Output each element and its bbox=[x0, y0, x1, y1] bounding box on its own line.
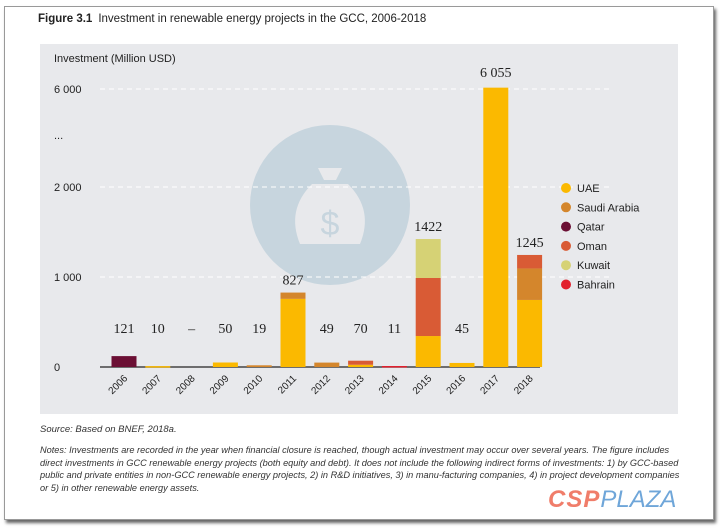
x-tick-label: 2012 bbox=[309, 373, 333, 397]
x-tick-label: 2016 bbox=[445, 373, 469, 397]
y-tick-label: 1 000 bbox=[54, 272, 82, 284]
legend-swatch bbox=[561, 202, 571, 213]
data-label: 1422 bbox=[414, 220, 442, 235]
y-tick-label: 6 000 bbox=[54, 84, 82, 96]
data-label: 827 bbox=[283, 274, 304, 289]
legend-label: Qatar bbox=[577, 222, 605, 234]
legend-label: Saudi Arabia bbox=[577, 202, 640, 214]
x-tick-label: 2008 bbox=[174, 373, 198, 397]
data-label: 19 bbox=[252, 322, 266, 337]
legend-swatch bbox=[561, 279, 571, 290]
data-label: – bbox=[187, 322, 196, 337]
bar-segment-saudi-arabia-2018 bbox=[517, 268, 543, 300]
y-tick-label: 2 000 bbox=[54, 182, 82, 194]
bar-segment-uae-2016 bbox=[449, 362, 475, 367]
y-axis-label: Investment (Million USD) bbox=[54, 53, 176, 65]
bar-segment-uae-2009 bbox=[212, 362, 238, 367]
figure-title: Figure 3.1 Investment in renewable energy… bbox=[38, 13, 426, 25]
x-tick-label: 2013 bbox=[343, 373, 367, 397]
data-label: 1245 bbox=[516, 236, 544, 251]
data-label: 10 bbox=[151, 322, 165, 337]
y-tick-label: ... bbox=[54, 130, 63, 142]
data-label: 121 bbox=[114, 322, 135, 337]
x-tick-label: 2014 bbox=[377, 373, 401, 397]
data-label: 49 bbox=[320, 322, 334, 337]
figure-title-text: Investment in renewable energy projects … bbox=[98, 13, 427, 25]
data-label: 11 bbox=[388, 322, 401, 337]
legend-label: Bahrain bbox=[577, 280, 615, 292]
bar-segment-uae-2013 bbox=[348, 364, 374, 367]
x-tick-label: 2015 bbox=[411, 373, 435, 397]
legend-label: Kuwait bbox=[577, 260, 610, 272]
x-tick-label: 2006 bbox=[107, 373, 131, 397]
legend-swatch bbox=[561, 221, 571, 232]
bar-segment-uae-2015 bbox=[415, 336, 441, 367]
svg-text:$: $ bbox=[321, 205, 340, 243]
x-tick-label: 2010 bbox=[242, 373, 266, 397]
bar-segment-oman-2013 bbox=[348, 360, 374, 365]
bar-segment-saudi-arabia-2012 bbox=[314, 362, 340, 367]
bar-segment-qatar-2006 bbox=[111, 356, 137, 367]
x-tick-label: 2007 bbox=[140, 373, 164, 397]
bar-segment-bahrain-2014 bbox=[381, 366, 407, 368]
x-tick-label: 2017 bbox=[478, 373, 502, 397]
bar-segment-oman-2015 bbox=[415, 277, 441, 337]
source-text: Source: Based on BNEF, 2018a. bbox=[40, 424, 177, 435]
bar-segment-uae-2018 bbox=[517, 299, 543, 367]
bar-segment-oman-2018 bbox=[517, 254, 543, 269]
x-tick-label: 2018 bbox=[512, 373, 536, 397]
money-bag-watermark: $ bbox=[250, 125, 410, 285]
bar-segment-uae-2007 bbox=[145, 366, 171, 368]
legend-swatch bbox=[561, 183, 571, 193]
legend-swatch bbox=[561, 260, 571, 271]
data-label: 6 055 bbox=[480, 66, 512, 81]
notes-text: Notes: Investments are recorded in the y… bbox=[40, 445, 680, 493]
legend-label: UAE bbox=[577, 183, 600, 195]
bar-segment-kuwait-2015 bbox=[415, 239, 441, 278]
figure-label: Figure 3.1 bbox=[38, 13, 93, 25]
csp-plaza-logo: CSPPLAZA bbox=[548, 486, 677, 513]
legend-label: Oman bbox=[577, 241, 607, 253]
legend-swatch bbox=[561, 240, 571, 251]
bar-segment-uae-2017 bbox=[483, 87, 509, 367]
y-tick-label: 0 bbox=[54, 362, 60, 374]
x-tick-label: 2011 bbox=[276, 373, 299, 396]
data-label: 45 bbox=[455, 322, 469, 337]
bar-segment-saudi-arabia-2011 bbox=[280, 292, 306, 299]
data-label: 50 bbox=[218, 322, 232, 337]
data-label: 70 bbox=[354, 322, 368, 337]
x-tick-label: 2009 bbox=[208, 373, 232, 397]
bar-segment-uae-2011 bbox=[280, 298, 306, 367]
bar-segment-saudi-arabia-2010 bbox=[246, 365, 272, 367]
